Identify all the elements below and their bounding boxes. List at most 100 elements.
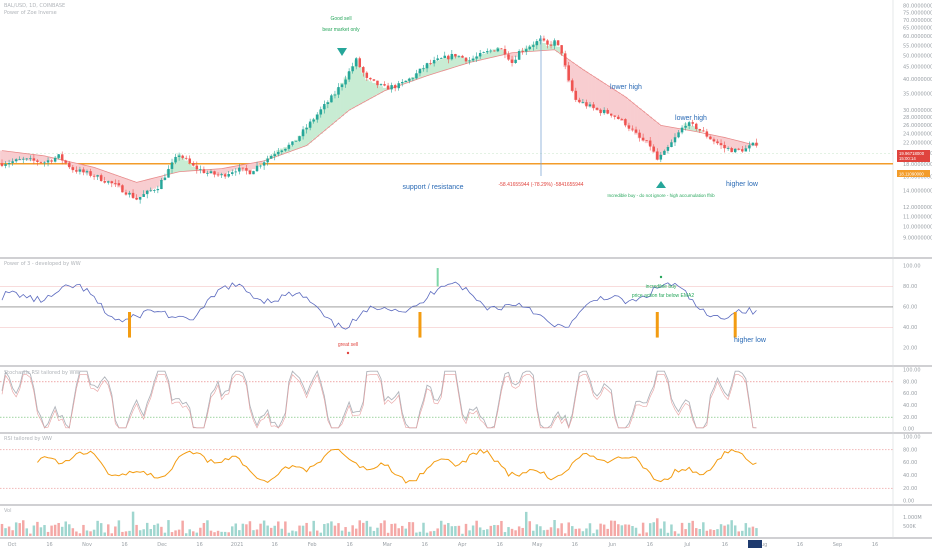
- candle-body: [617, 116, 620, 120]
- price-tick-label: 12.00000000: [903, 205, 932, 211]
- candle-body: [539, 38, 542, 42]
- candle-body: [585, 102, 588, 107]
- candle-body: [726, 148, 730, 149]
- volume-bar: [209, 530, 213, 536]
- candle-body: [223, 174, 227, 177]
- candle-body: [22, 158, 25, 160]
- volume-bar: [652, 522, 655, 536]
- price-tick-label: 40.00000000: [903, 77, 932, 83]
- volume-bar: [542, 530, 546, 536]
- volume-bar: [53, 524, 57, 536]
- volume-bar: [560, 523, 563, 536]
- candle-body: [149, 190, 153, 192]
- volume-bar: [117, 520, 121, 536]
- candle-body: [404, 80, 408, 82]
- pane4-tick-label: 500K: [903, 524, 917, 530]
- volume-bar: [595, 529, 599, 536]
- volume-bar: [188, 529, 191, 536]
- volume-bar: [340, 530, 344, 536]
- volume-bar: [181, 520, 184, 536]
- candle-body: [245, 168, 248, 171]
- great-sell-dot-icon: [346, 351, 350, 355]
- candle-body: [524, 49, 528, 52]
- candle-body: [741, 149, 744, 152]
- candle-body: [560, 45, 563, 54]
- candle-body: [358, 58, 361, 68]
- candle-body: [174, 156, 177, 163]
- volume-bar: [128, 530, 131, 536]
- power-of-3-pane: 100.00 80.00 60.00 40.00 20.00: [0, 264, 921, 351]
- time-tick-label: 16: [497, 542, 503, 548]
- candle-body: [556, 40, 560, 46]
- volume-bar: [376, 527, 379, 536]
- volume-bar: [298, 525, 301, 536]
- candle-body: [128, 192, 131, 195]
- candle-body: [443, 55, 446, 58]
- volume-bar: [312, 520, 315, 536]
- volume-bar: [85, 530, 89, 536]
- volume-bar: [36, 521, 39, 536]
- volume-bar: [326, 523, 330, 536]
- candle-body: [379, 84, 383, 86]
- volume-bar: [620, 525, 624, 536]
- volume-bar: [291, 530, 294, 536]
- candle-body: [670, 142, 673, 148]
- candle-body: [486, 51, 489, 53]
- candle-body: [103, 181, 106, 183]
- volume-bar: [666, 532, 670, 536]
- volume-bar: [199, 527, 202, 536]
- price-tick-label: 30.00000000: [903, 108, 932, 114]
- volume-bar: [11, 530, 14, 536]
- time-tick-label: Mar: [382, 542, 392, 548]
- volume-bar: [138, 530, 142, 536]
- candle-body: [609, 113, 613, 116]
- candle-body: [36, 160, 39, 162]
- candle-body: [323, 104, 326, 110]
- volume-bar: [64, 521, 67, 536]
- volume-bar: [609, 520, 613, 536]
- pane1-signal-bar: [733, 312, 737, 338]
- candle-body: [202, 169, 206, 174]
- chart-title: BAL/USD, 1D, COINBASE: [4, 3, 65, 9]
- volume-bar: [415, 532, 418, 536]
- volume-bar: [411, 522, 415, 536]
- candle-body: [273, 154, 276, 157]
- volume-pane: 1.000M 500K: [0, 511, 922, 536]
- candle-body: [702, 130, 705, 132]
- candle-body: [308, 121, 312, 128]
- candle-body: [482, 52, 485, 54]
- candle-body: [78, 169, 82, 172]
- volume-bar: [432, 530, 436, 536]
- candle-body: [365, 72, 369, 78]
- candle-body: [259, 165, 262, 167]
- candle-body: [213, 171, 216, 175]
- candle-body: [659, 154, 663, 160]
- stoch-rsi-pane: 100.00 80.00 60.00 40.00 20.00 0.00: [0, 368, 921, 433]
- volume-bar: [262, 520, 266, 536]
- candle-body: [262, 162, 266, 166]
- candle-body: [716, 141, 719, 144]
- candle-body: [305, 127, 308, 130]
- annotation-support-resistance: support / resistance: [402, 184, 463, 191]
- candle-body: [645, 140, 648, 142]
- current-price-tag: 19.96718000 15:00:14: [897, 150, 930, 162]
- volume-bar: [294, 531, 298, 536]
- candle-body: [337, 87, 340, 95]
- candle-body: [496, 48, 500, 52]
- volume-bar: [379, 523, 383, 536]
- volume-bar: [230, 526, 234, 536]
- volume-bar: [599, 523, 602, 536]
- candle-body: [241, 167, 245, 169]
- price-tick-label: 55.00000000: [903, 43, 932, 49]
- incredible-buy-dot-icon: [659, 275, 663, 279]
- candle-body: [730, 148, 733, 153]
- volume-bar: [532, 530, 535, 536]
- candle-body: [160, 179, 163, 190]
- volume-bar: [337, 523, 340, 536]
- volume-bar: [386, 532, 390, 536]
- volume-bar: [397, 528, 400, 536]
- volume-bar: [68, 524, 71, 536]
- candle-body: [43, 162, 46, 164]
- time-tick-label: Sep: [833, 542, 842, 548]
- price-tick-label: 16.00000000: [903, 175, 932, 181]
